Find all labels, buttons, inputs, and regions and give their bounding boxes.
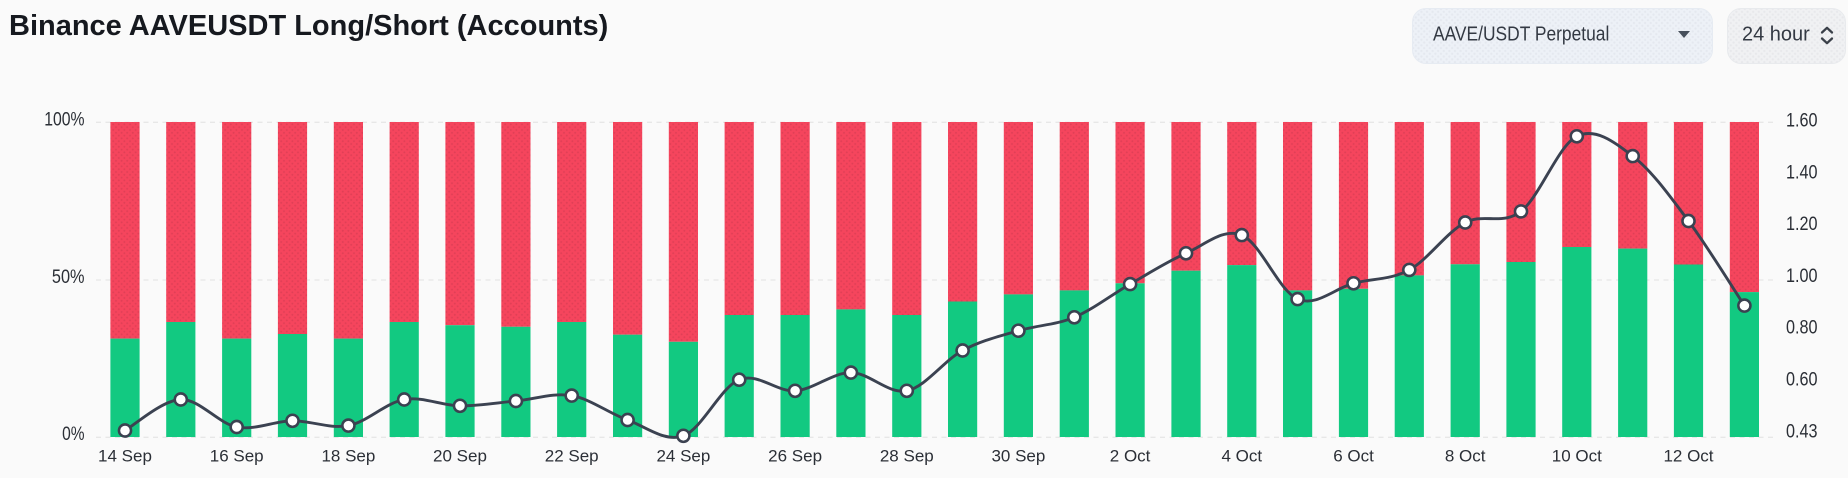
svg-text:0.60: 0.60 [1786, 370, 1818, 391]
svg-text:0.80: 0.80 [1786, 318, 1818, 339]
svg-text:100%: 100% [44, 110, 84, 131]
svg-text:0.43: 0.43 [1786, 421, 1818, 442]
svg-text:10 Oct: 10 Oct [1552, 447, 1602, 466]
svg-text:2 Oct: 2 Oct [1110, 447, 1151, 466]
svg-text:14 Sep: 14 Sep [98, 447, 152, 466]
svg-text:1.60: 1.60 [1786, 111, 1818, 132]
svg-text:30 Sep: 30 Sep [991, 447, 1045, 466]
svg-text:1.00: 1.00 [1786, 266, 1818, 287]
svg-text:50%: 50% [52, 267, 85, 288]
svg-text:8 Oct: 8 Oct [1445, 447, 1486, 466]
svg-text:22 Sep: 22 Sep [545, 447, 599, 466]
svg-text:26 Sep: 26 Sep [768, 447, 822, 466]
svg-text:6 Oct: 6 Oct [1333, 447, 1374, 466]
svg-text:16 Sep: 16 Sep [210, 447, 264, 466]
svg-text:24 Sep: 24 Sep [656, 447, 710, 466]
svg-text:12 Oct: 12 Oct [1663, 447, 1713, 466]
svg-text:0%: 0% [62, 424, 84, 445]
svg-text:20 Sep: 20 Sep [433, 447, 487, 466]
svg-text:1.20: 1.20 [1786, 214, 1818, 235]
svg-text:28 Sep: 28 Sep [880, 447, 934, 466]
svg-text:18 Sep: 18 Sep [321, 447, 375, 466]
svg-text:4 Oct: 4 Oct [1221, 447, 1262, 466]
svg-text:1.40: 1.40 [1786, 162, 1818, 183]
